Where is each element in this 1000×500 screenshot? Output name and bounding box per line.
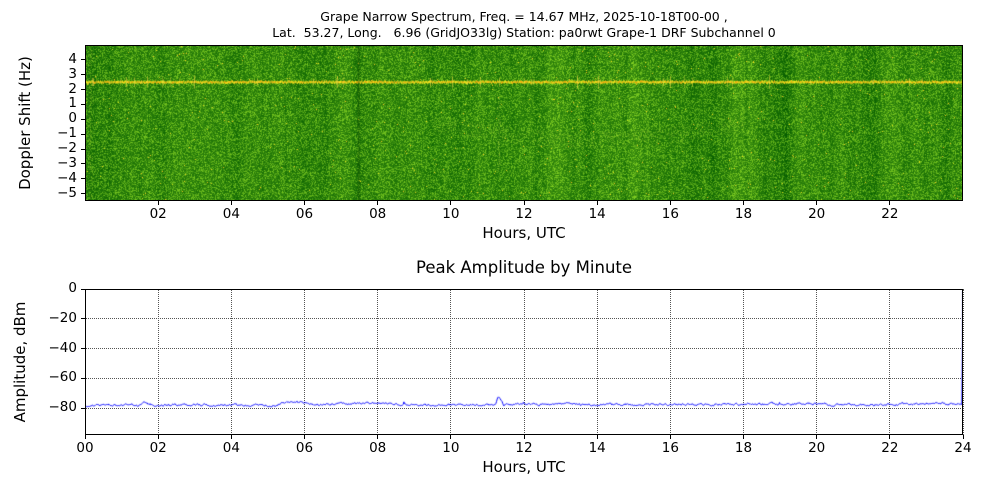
- x-tick-label: 06: [295, 206, 314, 222]
- x-tick-label: 08: [369, 206, 387, 222]
- x-tick-mark: [816, 435, 818, 439]
- y-tick-label: −4: [57, 169, 77, 186]
- y-tick-mark: [81, 348, 85, 350]
- y-tick-mark: [81, 178, 85, 180]
- spectrogram-xlabel: Hours, UTC: [482, 224, 566, 242]
- y-tick-label: 0: [68, 280, 77, 296]
- x-tick-label: 10: [442, 206, 460, 222]
- y-tick-mark: [81, 377, 85, 379]
- y-tick-label: −5: [57, 184, 77, 201]
- x-tick-mark: [962, 435, 964, 439]
- x-tick-mark: [889, 435, 891, 439]
- x-tick-mark: [523, 435, 525, 439]
- x-tick-label: 14: [588, 440, 606, 456]
- amplitude-ylabel: Amplitude, dBm: [11, 301, 29, 423]
- y-tick-mark: [81, 59, 85, 61]
- x-tick-mark: [377, 435, 379, 439]
- x-tick-label: 14: [588, 206, 606, 222]
- x-tick-mark: [450, 435, 452, 439]
- x-tick-label: 02: [149, 206, 167, 222]
- x-tick-label: 18: [734, 206, 753, 222]
- x-tick-mark: [230, 435, 232, 439]
- x-tick-mark: [304, 435, 305, 439]
- y-tick-mark: [81, 74, 85, 76]
- y-tick-label: −2: [57, 140, 77, 156]
- x-tick-label: 12: [515, 440, 533, 456]
- x-tick-label: 18: [734, 440, 753, 456]
- amplitude-line-canvas: [85, 289, 963, 435]
- x-tick-label: 22: [881, 440, 899, 456]
- x-tick-label: 16: [661, 206, 679, 222]
- x-tick-label: 16: [661, 440, 679, 456]
- x-tick-label: 06: [295, 440, 314, 456]
- x-tick-label: 12: [515, 206, 533, 222]
- x-tick-mark: [816, 201, 818, 205]
- x-tick-mark: [743, 435, 744, 439]
- y-tick-label: −40: [48, 339, 78, 356]
- x-tick-label: 02: [149, 440, 167, 456]
- amplitude-plot-frame: [85, 289, 963, 435]
- x-tick-label: 04: [222, 206, 240, 222]
- y-tick-mark: [81, 193, 85, 195]
- y-tick-label: 0: [68, 110, 77, 127]
- y-tick-label: 4: [68, 50, 77, 67]
- y-tick-mark: [81, 288, 85, 290]
- grid-line-vertical: [962, 289, 964, 435]
- spectrogram-title-line1: Grape Narrow Spectrum, Freq. = 14.67 MHz…: [320, 9, 728, 24]
- y-tick-mark: [81, 103, 85, 105]
- amplitude-xlabel: Hours, UTC: [482, 458, 566, 476]
- y-tick-label: −3: [57, 154, 77, 171]
- y-tick-label: −20: [48, 309, 78, 326]
- x-tick-mark: [889, 201, 891, 205]
- amplitude-title: Peak Amplitude by Minute: [415, 258, 633, 277]
- x-tick-mark: [157, 435, 159, 439]
- x-tick-mark: [157, 201, 159, 205]
- x-tick-label: 10: [442, 440, 460, 456]
- x-tick-label: 24: [954, 440, 972, 456]
- x-tick-mark: [596, 201, 598, 205]
- y-tick-mark: [81, 163, 85, 165]
- y-tick-mark: [81, 148, 85, 150]
- y-tick-mark: [81, 89, 85, 91]
- y-tick-mark: [81, 118, 85, 120]
- x-tick-label: 04: [222, 440, 240, 456]
- y-tick-label: −80: [48, 399, 78, 416]
- spectrogram-plot-frame: [85, 45, 963, 201]
- y-tick-mark: [81, 318, 85, 320]
- y-tick-label: 2: [68, 80, 77, 97]
- x-tick-mark: [523, 201, 525, 205]
- y-tick-label: 3: [68, 65, 77, 82]
- x-tick-mark: [743, 201, 744, 205]
- x-tick-label: 08: [369, 440, 387, 456]
- x-tick-label: 22: [881, 206, 899, 222]
- y-tick-mark: [81, 133, 85, 135]
- x-tick-mark: [669, 435, 671, 439]
- x-tick-mark: [230, 201, 232, 205]
- y-tick-label: −60: [48, 369, 78, 386]
- x-tick-mark: [84, 435, 86, 439]
- spectrogram-title-line2: Lat. 53.27, Long. 6.96 (GridJO33lg) Stat…: [272, 25, 776, 40]
- y-tick-label: −1: [57, 125, 77, 142]
- y-tick-mark: [81, 407, 85, 409]
- x-tick-mark: [669, 201, 671, 205]
- spectrogram-heatmap-canvas: [85, 45, 963, 201]
- y-tick-label: 1: [68, 95, 77, 112]
- x-tick-mark: [596, 435, 598, 439]
- x-tick-label: 20: [808, 206, 826, 222]
- x-tick-mark: [304, 201, 305, 205]
- x-tick-mark: [377, 201, 379, 205]
- x-tick-label: 20: [808, 440, 826, 456]
- x-tick-mark: [450, 201, 452, 205]
- x-tick-label: 00: [76, 440, 94, 456]
